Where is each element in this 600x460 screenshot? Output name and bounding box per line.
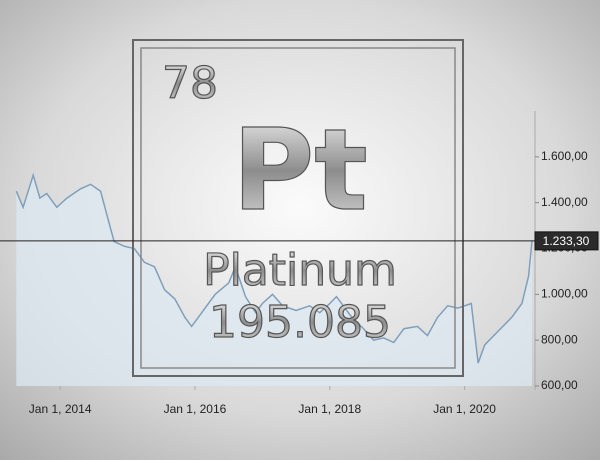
current-price-label: 1.233,30 [543, 234, 590, 248]
price-line [15, 172, 533, 364]
tile-inner-border [140, 47, 456, 369]
x-tick-label: Jan 1, 2020 [433, 402, 496, 416]
element-name: Platinum [203, 245, 397, 296]
y-tick-label: 600,00 [541, 378, 578, 392]
x-tick-label: Jan 1, 2016 [164, 402, 227, 416]
element-tile: 78 Pt Platinum 195.085 [132, 39, 464, 377]
atomic-number: 78 [162, 58, 218, 109]
overlay: 600,00800,001.000,001.200,001.400,001.60… [0, 149, 599, 416]
atomic-mass: 195.085 [209, 297, 391, 348]
tile-border [132, 39, 464, 377]
y-tick-label: 800,00 [541, 332, 578, 346]
x-tick-label: Jan 1, 2014 [29, 402, 92, 416]
current-price-box [534, 231, 599, 251]
y-tick-label: 1.400,00 [541, 195, 588, 209]
x-tick-label: Jan 1, 2018 [298, 402, 361, 416]
y-tick-label: 1.600,00 [541, 149, 588, 163]
area-fill [16, 175, 533, 386]
element-symbol: Pt [232, 106, 368, 236]
y-tick-label: 1.000,00 [541, 287, 588, 301]
plot-area [15, 111, 539, 390]
